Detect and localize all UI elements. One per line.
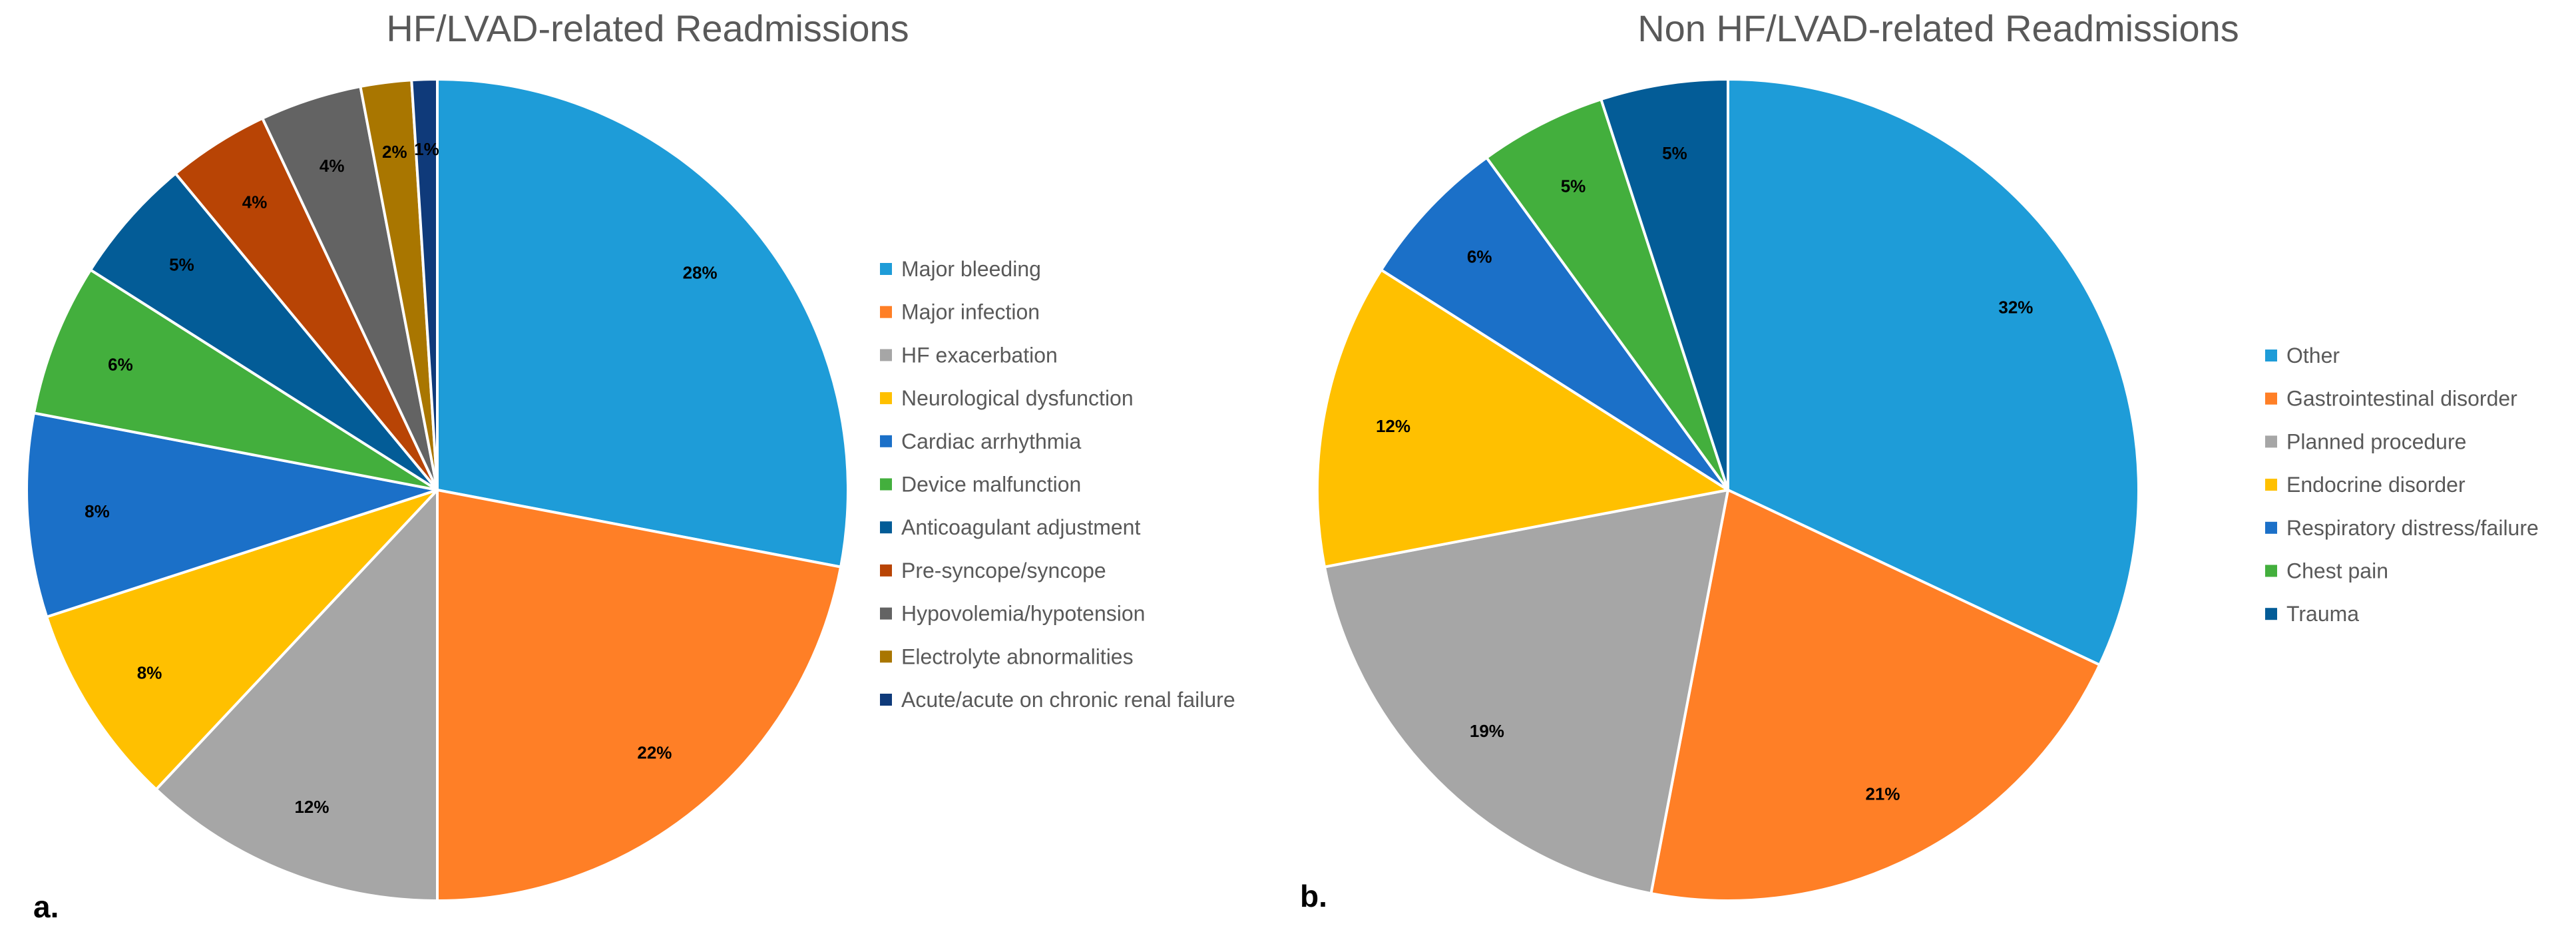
chart-b-data-label-3: 12% <box>1376 416 1410 436</box>
chart-b-panel-label: b. <box>1300 879 1327 913</box>
chart-b-legend-swatch-3 <box>2265 479 2277 491</box>
chart-b-data-label-4: 6% <box>1467 246 1492 266</box>
chart-a-legend-label-2: HF exacerbation <box>901 343 1058 367</box>
chart-a-legend-label-9: Electrolyte abnormalities <box>901 644 1134 668</box>
chart-a-legend-swatch-8 <box>880 607 892 620</box>
chart-b-title: Non HF/LVAD-related Readmissions <box>1637 7 2239 49</box>
chart-b-slice-6 <box>1600 78 1729 491</box>
chart-a-legend-swatch-9 <box>880 650 892 663</box>
chart-a-data-label-8: 4% <box>320 156 345 176</box>
chart-a-data-label-5: 6% <box>108 355 133 375</box>
chart-b-data-label-1: 21% <box>1865 784 1900 804</box>
chart-a-data-label-1: 22% <box>637 743 672 763</box>
chart-a-data-label-6: 5% <box>169 254 194 274</box>
chart-a-data-label-10: 1% <box>414 139 439 159</box>
chart-b-slice-5 <box>1485 98 1729 491</box>
chart-a-slice-2 <box>154 489 439 902</box>
chart-b-legend-label-3: Endocrine disorder <box>2286 473 2466 497</box>
chart-a-legend-label-5: Device malfunction <box>901 473 1081 497</box>
chart-b-slice-4 <box>1380 156 1729 491</box>
chart-a-legend-label-3: Neurological dysfunction <box>901 386 1134 410</box>
chart-b-slice-3 <box>1316 268 1729 569</box>
chart-b-data-label-0: 32% <box>1998 298 2033 318</box>
chart-b-legend-swatch-4 <box>2265 521 2277 534</box>
chart-b-legend-label-2: Planned procedure <box>2286 429 2466 453</box>
chart-b-legend-label-4: Respiratory distress/failure <box>2286 516 2539 540</box>
chart-b: Non HF/LVAD-related Readmissions 32% 21% 1… <box>1300 7 2539 913</box>
chart-a-slice-5 <box>32 268 439 491</box>
chart-a-legend-label-1: Major infection <box>901 300 1040 324</box>
chart-b-data-label-6: 5% <box>1662 143 1687 163</box>
chart-b-data-label-5: 5% <box>1561 176 1586 196</box>
chart-a-legend-swatch-2 <box>880 349 892 361</box>
chart-a-data-label-0: 28% <box>683 263 718 283</box>
chart-a-data-label-2: 12% <box>294 797 329 817</box>
chart-a-panel-label: a. <box>33 889 59 924</box>
chart-a-legend-swatch-7 <box>880 564 892 577</box>
chart-a-slice-1 <box>436 489 843 902</box>
chart-a: HF/LVAD-related Readmissions 28% 22% 12% 8%… <box>25 7 1235 924</box>
chart-a-legend-label-0: Major bleeding <box>901 257 1041 281</box>
chart-a-legend-label-10: Acute/acute on chronic renal failure <box>901 688 1235 712</box>
chart-a-slice-4 <box>25 411 439 618</box>
chart-a-legend: Major bleeding Major infection HF exacerba… <box>880 257 1235 712</box>
chart-a-data-label-9: 2% <box>382 142 407 162</box>
chart-a-legend-swatch-5 <box>880 478 892 491</box>
chart-b-legend-label-1: Gastrointestinal disorder <box>2286 387 2517 411</box>
chart-b-legend-swatch-0 <box>2265 350 2277 361</box>
chart-a-data-label-4: 8% <box>85 501 110 521</box>
chart-a-legend-label-6: Anticoagulant adjustment <box>901 515 1140 539</box>
chart-b-legend-label-0: Other <box>2286 344 2340 367</box>
chart-a-data-label-7: 4% <box>242 192 268 212</box>
chart-b-legend-label-5: Chest pain <box>2286 559 2388 583</box>
chart-b-pie: 32% 21% 19% 12% 6% 5% 5% <box>1316 78 2140 902</box>
chart-b-slice-2 <box>1323 489 1729 895</box>
chart-a-slice-10 <box>410 78 439 491</box>
chart-b-data-label-2: 19% <box>1470 721 1504 741</box>
chart-a-legend-swatch-10 <box>880 694 892 706</box>
chart-a-legend-swatch-0 <box>880 263 892 275</box>
chart-a-legend-swatch-4 <box>880 435 892 447</box>
chart-a-pie: 28% 22% 12% 8% 8% 6% 5% 4% 4% 2% 1% <box>25 78 849 902</box>
chart-a-legend-label-8: Hypovolemia/hypotension <box>901 602 1145 626</box>
chart-a-data-label-3: 8% <box>137 662 162 682</box>
chart-b-slice-0 <box>1727 78 2140 666</box>
chart-a-slice-3 <box>45 489 439 791</box>
chart-a-slice-6 <box>89 172 439 491</box>
chart-a-legend-label-4: Cardiac arrhythmia <box>901 429 1082 453</box>
chart-b-legend-swatch-2 <box>2265 435 2277 448</box>
chart-a-legend-swatch-1 <box>880 306 892 318</box>
chart-b-slice-1 <box>1649 489 2101 902</box>
chart-a-legend-swatch-6 <box>880 521 892 534</box>
chart-b-legend-swatch-6 <box>2265 608 2277 620</box>
chart-b-legend-swatch-1 <box>2265 392 2277 405</box>
chart-a-title: HF/LVAD-related Readmissions <box>386 7 909 49</box>
chart-b-legend-swatch-5 <box>2265 565 2277 577</box>
chart-a-legend-label-7: Pre-syncope/syncope <box>901 559 1106 583</box>
chart-a-slice-0 <box>436 78 849 569</box>
chart-b-legend-label-6: Trauma <box>2286 602 2359 626</box>
chart-a-legend-swatch-3 <box>880 392 892 405</box>
chart-b-legend: Other Gastrointestinal disorder Planned pr… <box>2265 344 2539 626</box>
